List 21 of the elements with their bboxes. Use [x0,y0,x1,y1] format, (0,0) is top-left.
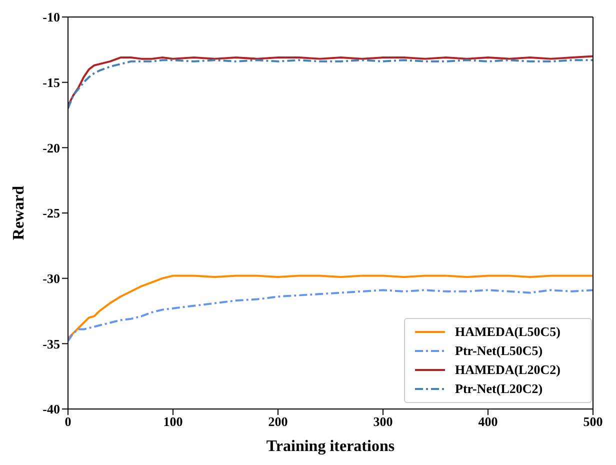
x-tick-label: 500 [583,414,603,430]
line-series [68,274,593,340]
y-tick-label: -10 [42,10,60,25]
x-axis-title: Training iterations [266,438,395,455]
y-tick-label: -15 [42,74,60,90]
x-tick-label: 200 [268,414,288,430]
line-series [68,289,593,342]
y-tick-label: -30 [42,270,60,286]
x-tick-label: 100 [163,414,183,430]
y-axis-title: Reward [10,186,28,240]
x-tick-label: 0 [64,414,72,430]
legend-label: HAMEDA(L50C5) [455,324,560,340]
y-tick-label: -20 [42,140,60,156]
legend-label: Ptr-Net(L20C2) [455,381,543,397]
y-tick-label: -25 [42,206,60,221]
legend-label: HAMEDA(L20C2) [455,362,560,378]
legend-label: Ptr-Net(L50C5) [455,343,543,359]
x-tick-label: 300 [373,414,393,430]
y-tick-label: -40 [42,402,60,417]
x-tick-label: 400 [478,414,498,430]
y-tick-label: -35 [42,336,60,352]
